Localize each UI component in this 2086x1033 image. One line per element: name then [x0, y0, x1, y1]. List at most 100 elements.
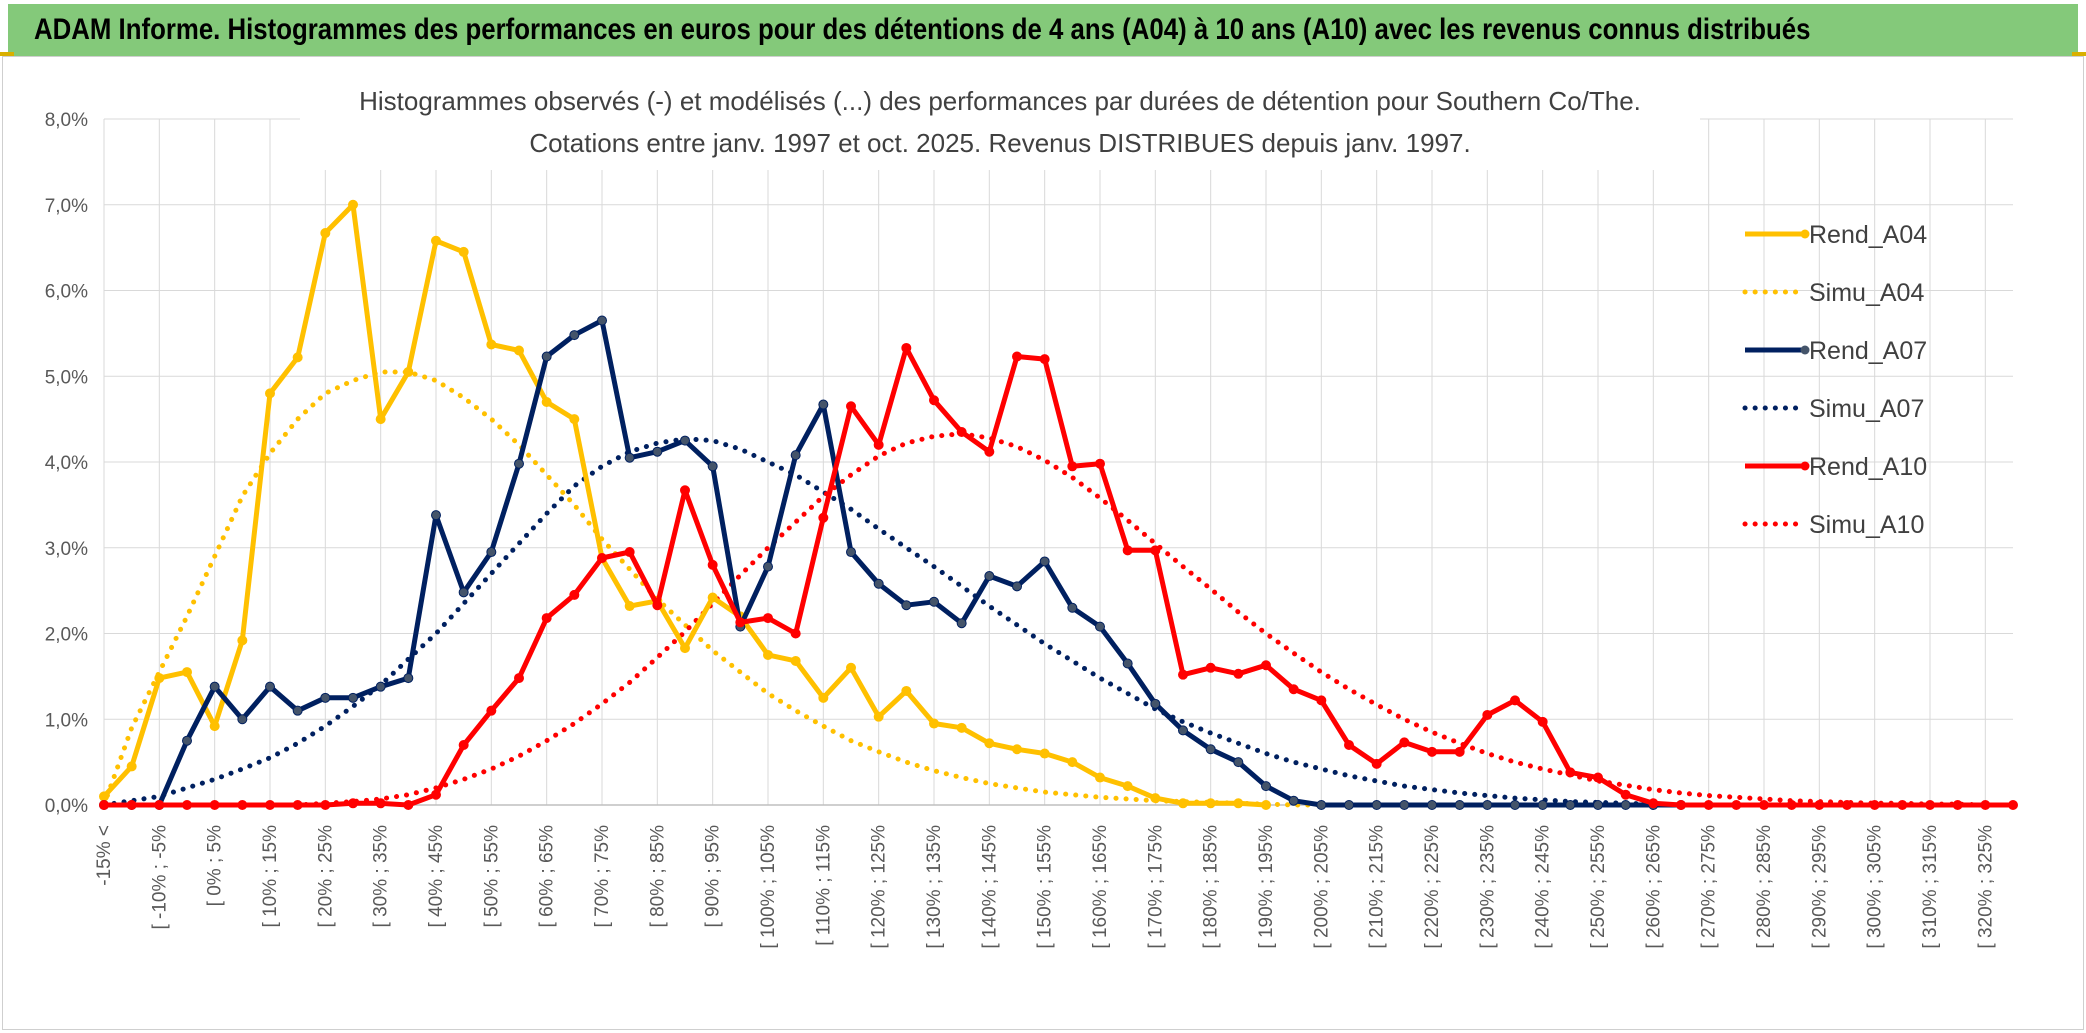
- data-point: [624, 547, 635, 558]
- data-point: [486, 705, 497, 716]
- data-point: [790, 628, 801, 639]
- report-title: ADAM Informe. Histogrammes des performan…: [34, 13, 1811, 46]
- x-tick-label: [ 0% ; 5%: [205, 825, 226, 906]
- data-point: [1039, 354, 1050, 365]
- data-point: [1814, 800, 1825, 810]
- x-tick-label: [ 30% ; 35%: [371, 825, 392, 928]
- data-point: [375, 414, 386, 425]
- data-point: [1012, 581, 1022, 592]
- x-tick-label: [ 300% ; 305%: [1865, 825, 1886, 949]
- x-tick-label: [ 110% ; 115%: [813, 825, 834, 946]
- y-tick-label: 3,0%: [45, 539, 88, 560]
- legend-item-simu-a04: Simu_A04: [1742, 279, 1924, 307]
- data-point: [680, 643, 690, 654]
- data-point: [541, 351, 552, 362]
- data-point: [348, 692, 358, 703]
- data-point: [1012, 744, 1022, 755]
- legend-marker: [1800, 229, 1810, 239]
- data-point: [320, 800, 331, 810]
- y-tick-label: 7,0%: [45, 196, 88, 217]
- y-tick-label: 6,0%: [45, 282, 88, 303]
- data-point: [1288, 684, 1299, 695]
- data-point: [901, 685, 912, 696]
- data-point: [541, 613, 552, 624]
- data-point: [1067, 757, 1078, 768]
- data-point: [1482, 709, 1493, 720]
- data-point: [873, 578, 884, 589]
- data-point: [99, 800, 109, 810]
- data-point: [1869, 800, 1880, 810]
- data-point: [1676, 800, 1686, 810]
- data-point: [265, 800, 275, 810]
- x-tick-label: [ 100% ; 105%: [758, 825, 779, 949]
- header-accent-left: [0, 52, 14, 56]
- data-point: [1205, 798, 1216, 809]
- data-point: [956, 722, 967, 733]
- data-point: [1233, 668, 1244, 679]
- data-point: [126, 800, 137, 810]
- x-axis-ticks: -15% < [ -10% ; -5% [ 0% ; 5% [ 10% ; 15% [ …: [94, 825, 1996, 949]
- data-point: [680, 485, 690, 496]
- data-point: [1178, 669, 1188, 680]
- data-point: [1344, 739, 1354, 750]
- x-tick-label: [ 230% ; 235%: [1477, 825, 1498, 949]
- data-point: [1565, 800, 1576, 810]
- data-point: [431, 789, 441, 800]
- data-point: [292, 800, 303, 810]
- data-point: [1039, 748, 1050, 759]
- data-point: [458, 587, 469, 598]
- data-point: [818, 512, 829, 523]
- data-point: [1178, 725, 1188, 736]
- data-point: [984, 571, 995, 582]
- data-point: [1731, 800, 1742, 810]
- data-point: [1620, 800, 1631, 810]
- y-tick-label: 5,0%: [45, 367, 88, 388]
- x-tick-label: [ 80% ; 85%: [647, 825, 668, 928]
- data-point: [956, 426, 967, 437]
- x-tick-label: [ -10% ; -5%: [149, 825, 170, 930]
- data-point: [1925, 800, 1935, 810]
- x-tick-label: [ 20% ; 25%: [315, 825, 336, 928]
- data-point: [846, 401, 856, 412]
- data-point: [1786, 800, 1797, 810]
- data-point: [873, 711, 884, 722]
- data-point: [1427, 746, 1437, 757]
- data-point: [292, 352, 303, 363]
- legend-marker: [1800, 461, 1810, 471]
- data-point: [790, 655, 801, 666]
- x-tick-label: [ 150% ; 155%: [1035, 825, 1056, 949]
- x-tick-label: [ 140% ; 145%: [979, 825, 1000, 949]
- data-point: [237, 800, 248, 810]
- legend-item-simu-a10: Simu_A10: [1742, 511, 1924, 539]
- data-point: [348, 798, 358, 809]
- data-point: [707, 461, 718, 472]
- data-point: [1454, 746, 1465, 757]
- data-point: [763, 561, 773, 572]
- y-tick-label: 2,0%: [45, 625, 88, 646]
- data-point: [292, 705, 303, 716]
- data-point: [182, 800, 192, 810]
- data-point: [956, 618, 967, 629]
- data-point: [1205, 662, 1216, 673]
- chart-title-background: [300, 78, 1700, 170]
- data-point: [929, 395, 939, 406]
- series-simu-a10: [101, 431, 2016, 808]
- data-point: [1039, 556, 1050, 567]
- data-point: [790, 450, 801, 461]
- data-point: [1371, 800, 1382, 810]
- x-tick-label: [ 210% ; 215%: [1367, 825, 1388, 949]
- data-point: [1537, 800, 1548, 810]
- data-point: [403, 366, 414, 377]
- data-point: [209, 800, 220, 810]
- legend-item-rend-a07: Rend_A07: [1745, 337, 1927, 365]
- data-point: [431, 235, 441, 246]
- legend-label: Simu_A10: [1809, 511, 1924, 539]
- x-tick-label: [ 180% ; 185%: [1201, 825, 1222, 949]
- data-point: [1122, 545, 1133, 556]
- y-axis-ticks: 0,0% 1,0% 2,0% 3,0% 4,0% 5,0% 6,0% 7,0% 8,0%: [45, 110, 88, 817]
- legend-label: Rend_A04: [1809, 221, 1927, 249]
- data-point: [1842, 800, 1852, 810]
- x-tick-label: [ 220% ; 225%: [1422, 825, 1443, 949]
- data-point: [1205, 744, 1216, 755]
